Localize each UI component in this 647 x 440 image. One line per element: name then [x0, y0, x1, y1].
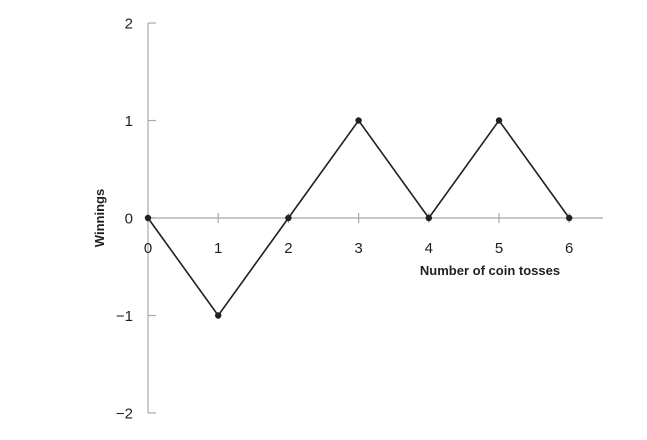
labels-layer: Winnings Number of coin tosses	[92, 189, 560, 278]
x-tick-label: 5	[495, 240, 503, 257]
y-tick-label: 0	[125, 211, 133, 228]
y-axis-title: Winnings	[92, 189, 107, 247]
data-point	[495, 117, 503, 124]
data-point	[215, 312, 222, 319]
x-tick-label: 6	[565, 240, 573, 257]
x-tick-label: 4	[425, 240, 433, 257]
data-point	[566, 214, 573, 222]
y-tick-label: 1	[125, 113, 133, 130]
x-tick-label: 2	[284, 240, 292, 257]
y-tick-label: −2	[116, 406, 133, 423]
y-tick-label: 2	[125, 16, 133, 33]
x-axis-title: Number of coin tosses	[420, 263, 560, 278]
data-point	[144, 214, 152, 222]
y-tick-label: −1	[116, 308, 133, 325]
x-tick-label: 1	[214, 240, 222, 257]
x-tick-label: 3	[354, 240, 362, 257]
data-point	[285, 214, 292, 222]
axes: 2 1 0 −1 −2 0 1 2 3 4 5 6	[116, 16, 603, 423]
series-layer	[144, 117, 573, 319]
x-tick-label: 0	[144, 240, 152, 257]
data-point	[355, 117, 362, 124]
data-point	[425, 214, 432, 222]
